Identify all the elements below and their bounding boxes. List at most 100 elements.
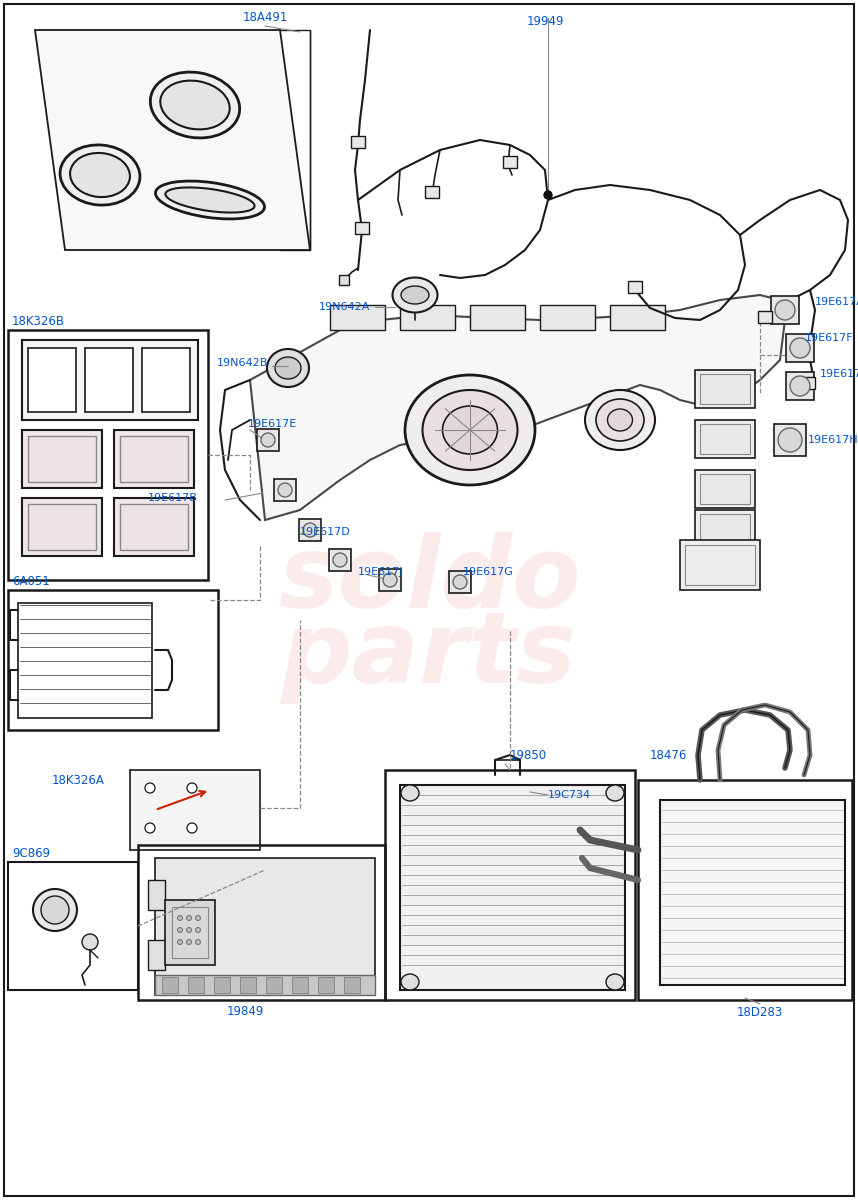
Ellipse shape [778,428,802,452]
Ellipse shape [166,187,255,212]
Ellipse shape [60,145,140,205]
Bar [758,311,772,323]
Ellipse shape [606,974,624,990]
Bar [22,430,102,488]
Bar [28,504,96,550]
Ellipse shape [790,338,810,358]
Text: 19E617J: 19E617J [358,566,403,577]
Ellipse shape [275,358,301,379]
Ellipse shape [178,928,183,932]
Bar [400,305,455,330]
Ellipse shape [196,928,201,932]
Bar [114,430,194,488]
Ellipse shape [261,433,275,446]
Ellipse shape [401,974,419,990]
Bar [120,504,188,550]
Ellipse shape [392,277,438,312]
Text: 9C869: 9C869 [12,847,50,860]
Bar [628,281,642,293]
Ellipse shape [82,934,98,950]
Bar [114,498,194,556]
Text: 19850: 19850 [510,749,547,762]
Bar [351,136,365,148]
Ellipse shape [303,523,317,538]
Text: 18K326A: 18K326A [52,774,105,786]
Bar [695,420,755,458]
Bar [685,545,755,584]
Ellipse shape [187,782,197,793]
Bar [503,156,517,168]
Bar [610,305,665,330]
Bar [22,498,102,556]
Text: 19E617A: 19E617A [815,296,858,307]
Bar [329,550,351,571]
Text: 19E617D: 19E617D [300,527,351,538]
Bar [700,374,750,404]
Text: 19E617G: 19E617G [463,566,514,577]
Bar [660,800,845,985]
Bar [130,770,260,850]
Text: 19N642B: 19N642B [216,358,268,368]
Ellipse shape [196,916,201,920]
Bar [274,479,296,502]
Ellipse shape [401,286,429,304]
Ellipse shape [186,928,191,932]
Text: 19E617H: 19E617H [808,434,858,445]
Bar [695,470,755,508]
Ellipse shape [585,390,655,450]
Ellipse shape [186,916,191,920]
Bar [318,977,334,994]
Text: 19E617C: 19E617C [820,370,858,379]
Ellipse shape [160,80,230,130]
Ellipse shape [422,390,517,470]
Bar [379,569,401,590]
Bar [28,436,96,482]
Bar [801,377,815,389]
Ellipse shape [333,553,347,566]
Bar [28,348,76,412]
Ellipse shape [775,300,795,320]
Text: 19E617F: 19E617F [805,332,854,343]
Ellipse shape [150,72,239,138]
Ellipse shape [70,152,130,197]
Bar [330,305,385,330]
Ellipse shape [606,785,624,802]
Ellipse shape [267,349,309,386]
Text: 19E617E: 19E617E [248,419,297,428]
Bar [786,372,814,400]
Bar [695,510,755,548]
Bar [148,880,165,910]
Bar [700,514,750,544]
Bar [680,540,760,590]
Bar [339,275,349,284]
Text: 18D283: 18D283 [737,1006,783,1019]
Bar [700,474,750,504]
Ellipse shape [145,823,155,833]
Bar [449,571,471,593]
Bar [8,862,138,990]
Bar [214,977,230,994]
Bar [266,977,282,994]
Bar [8,330,208,580]
Bar [774,424,806,456]
Bar [257,428,279,451]
Bar [120,436,188,482]
Ellipse shape [145,782,155,793]
Ellipse shape [178,916,183,920]
Bar [695,370,755,408]
Bar [188,977,204,994]
Bar [240,977,256,994]
Bar [8,590,218,730]
Ellipse shape [383,572,397,587]
Bar [138,845,385,1000]
Ellipse shape [401,785,419,802]
Ellipse shape [33,889,77,931]
Bar [470,305,525,330]
Ellipse shape [607,409,632,431]
Polygon shape [35,30,310,250]
Text: 18476: 18476 [650,749,686,762]
Text: parts: parts [281,606,577,703]
Bar [700,424,750,454]
Text: 6A051: 6A051 [12,575,50,588]
Bar [142,348,190,412]
